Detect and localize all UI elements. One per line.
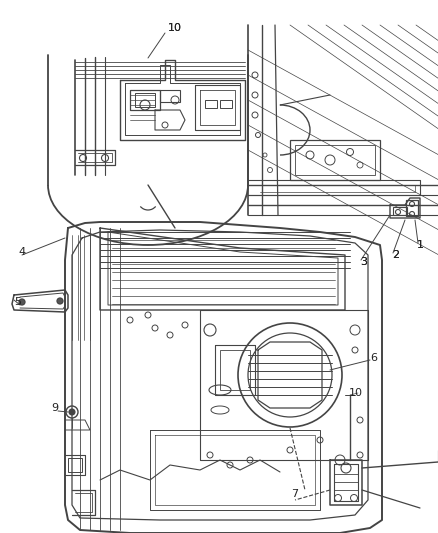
Text: 10: 10 [168,23,182,33]
Text: 10: 10 [168,23,182,33]
Text: 3: 3 [360,257,367,267]
Bar [290,140,380,180]
Bar [220,350,250,390]
Text: 5: 5 [14,297,21,307]
Text: 1: 1 [417,240,424,250]
Text: 9: 9 [51,403,59,413]
Text: 10: 10 [349,388,363,398]
Bar [406,200,418,216]
Bar [205,100,217,108]
Text: 2: 2 [392,250,399,260]
Text: 4: 4 [18,247,25,257]
Bar [220,100,232,108]
Text: 7: 7 [291,489,299,499]
Text: 2: 2 [392,250,399,260]
Bar [295,145,375,175]
Bar [160,90,180,102]
Bar [130,90,160,110]
Text: 3: 3 [360,257,367,267]
Bar [68,458,82,472]
Circle shape [19,299,25,305]
Text: 6: 6 [371,353,378,363]
Bar [135,93,155,107]
Bar [393,207,407,215]
Circle shape [57,298,63,304]
Circle shape [69,409,75,415]
Text: 1: 1 [417,240,424,250]
